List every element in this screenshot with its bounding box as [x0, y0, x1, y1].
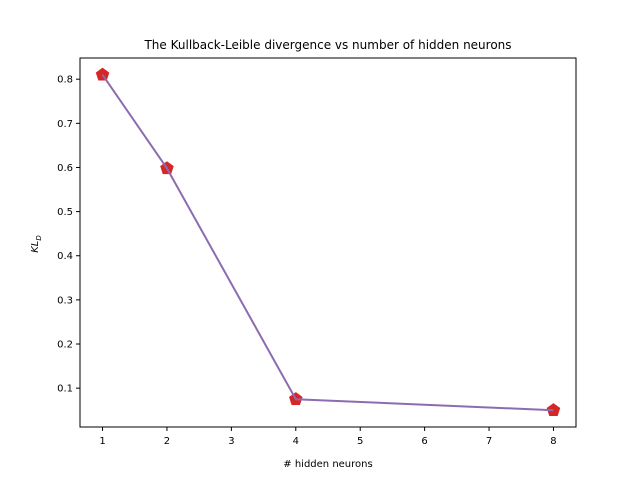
y-axis-label: KLD	[30, 235, 43, 253]
y-tick-label: 0.6	[57, 163, 73, 174]
x-tick-label: 8	[550, 436, 556, 447]
y-tick-label: 0.7	[57, 119, 73, 130]
y-tick-label: 0.2	[57, 340, 73, 351]
y-axis-label-main: KL	[30, 241, 41, 253]
series-line	[101, 74, 554, 412]
y-tick-label: 0.1	[57, 384, 73, 395]
y-tick-label: 0.3	[57, 295, 73, 306]
y-tick-label: 0.5	[57, 207, 73, 218]
x-tick-label: 4	[293, 436, 299, 447]
x-tick-label: 6	[421, 436, 427, 447]
chart-title: The Kullback-Leible divergence vs number…	[143, 38, 511, 52]
y-tick-label: 0.8	[57, 75, 73, 86]
x-tick-label: 5	[357, 436, 363, 447]
x-tick-label: 7	[486, 436, 492, 447]
data-point-marker	[95, 67, 110, 81]
x-axis-label: # hidden neurons	[283, 459, 372, 470]
x-tick-label: 3	[228, 436, 234, 447]
x-tick-label: 1	[99, 436, 105, 447]
x-tick-label: 2	[164, 436, 170, 447]
y-axis-label-subscript: D	[35, 235, 43, 241]
y-tick-label: 0.4	[57, 251, 73, 262]
axes-frame	[79, 57, 577, 428]
